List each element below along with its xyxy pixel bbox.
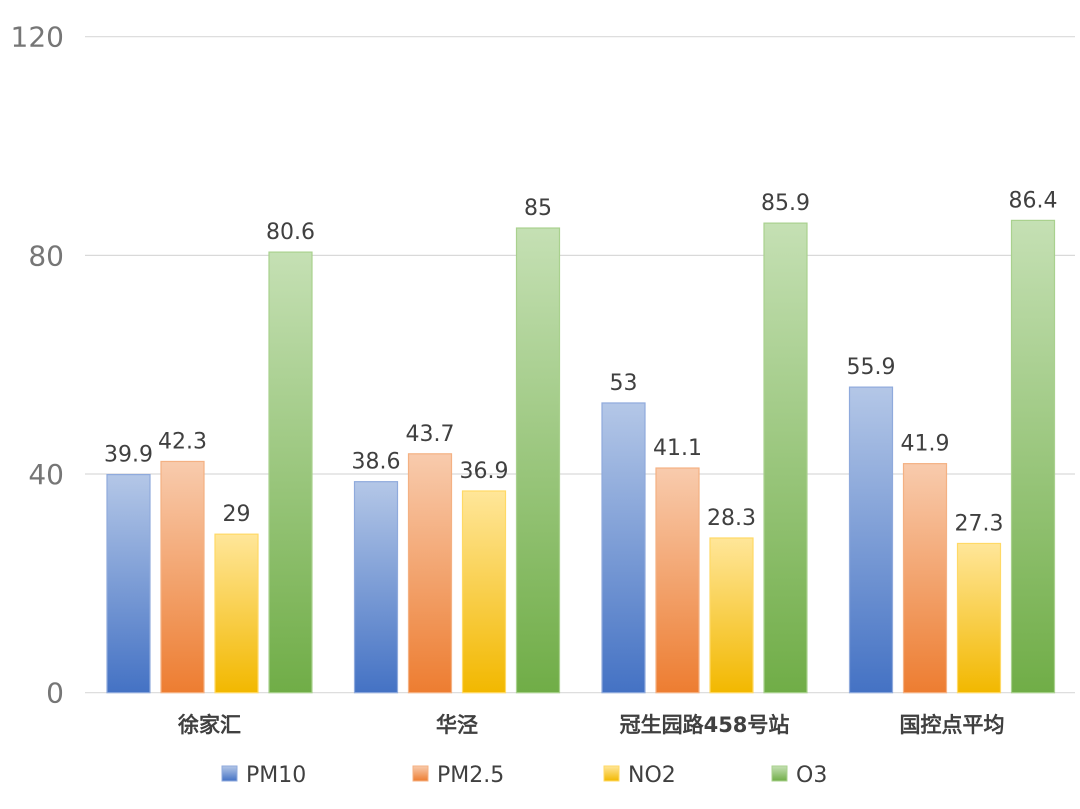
data-label: 43.7: [406, 422, 455, 447]
bars: [106, 219, 1056, 694]
y-axis-ticks: 0 40 80 120: [11, 21, 64, 710]
data-label: 36.9: [460, 459, 509, 484]
data-label: 80.6: [266, 220, 315, 245]
data-label: 28.3: [707, 506, 756, 531]
bar-pm25-2: [655, 467, 700, 694]
bar-no2-0: [214, 533, 259, 694]
data-label: 55.9: [847, 355, 896, 380]
data-label: 38.6: [352, 450, 401, 475]
bar-pm10-0: [106, 473, 151, 694]
legend-label: NO2: [628, 763, 676, 788]
data-label: 41.9: [901, 432, 950, 457]
legend-swatch-pm10: [221, 765, 238, 782]
bar-pm25-3: [902, 463, 948, 694]
bar-pm10-2: [601, 402, 646, 694]
data-label: 27.3: [955, 511, 1004, 536]
data-label: 85: [524, 196, 552, 221]
bar-pm10-1: [353, 481, 399, 694]
data-label: 39.9: [104, 443, 153, 468]
bar-o3-3: [1010, 219, 1056, 694]
legend-label: O3: [796, 763, 827, 788]
data-label: 42.3: [158, 429, 207, 454]
y-tick-label: 40: [28, 458, 64, 491]
bar-o3-1: [515, 227, 561, 694]
data-labels: 39.942.3 29 80.6 38.643.736.9 85 53 41.1 28.3 85…: [104, 188, 1057, 536]
y-tick-label: 80: [28, 239, 64, 272]
category-label: 华泾: [436, 713, 478, 737]
data-label: 86.4: [1009, 188, 1058, 213]
data-label: 53: [610, 371, 638, 396]
bar-pm10-3: [848, 386, 894, 694]
bar-no2-1: [461, 490, 507, 694]
bar-o3-2: [763, 222, 808, 694]
bar-no2-2: [709, 537, 754, 694]
x-axis-categories: 徐家汇 华泾 冠生园路458号站 国控点平均: [177, 713, 1005, 737]
legend-label: PM10: [246, 763, 306, 788]
bar-no2-3: [956, 542, 1002, 694]
y-tick-label: 120: [11, 21, 64, 54]
legend-swatch-pm25: [412, 765, 429, 782]
legend-swatch-o3: [771, 765, 788, 782]
legend-label: PM2.5: [437, 763, 504, 788]
category-label: 徐家汇: [177, 713, 241, 737]
y-tick-label: 0: [46, 677, 64, 710]
data-label: 85.9: [761, 191, 810, 216]
legend-swatch-no2: [603, 765, 620, 782]
category-label: 冠生园路458号站: [620, 713, 790, 737]
bar-pm25-0: [160, 460, 205, 694]
data-label: 29: [223, 502, 251, 527]
bar-o3-0: [268, 251, 313, 694]
legend: PM10 PM2.5 NO2 O3: [221, 763, 827, 788]
category-label: 国控点平均: [900, 713, 1005, 737]
data-label: 41.1: [653, 436, 702, 461]
bar-pm25-1: [407, 453, 453, 694]
